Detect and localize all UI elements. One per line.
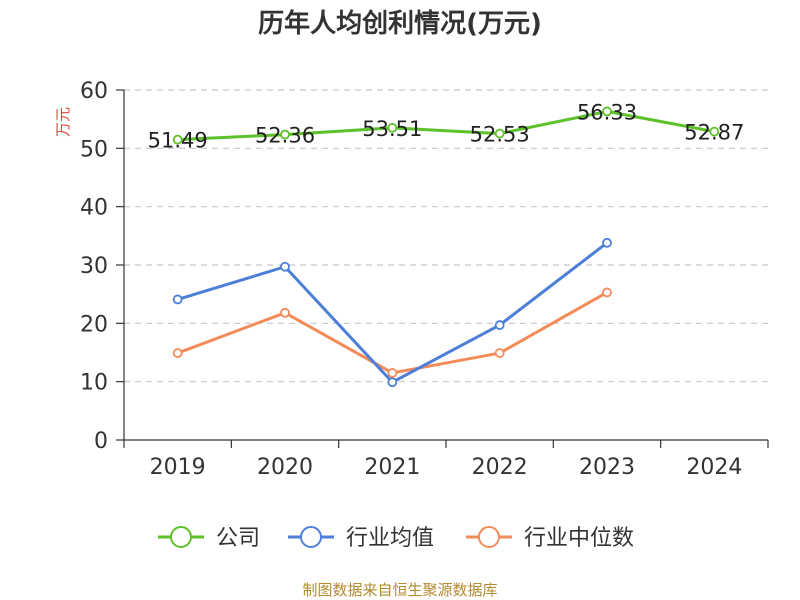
x-tick-label: 2022 bbox=[472, 455, 528, 480]
data-point bbox=[387, 122, 398, 133]
x-tick-label: 2020 bbox=[257, 455, 313, 480]
data-point bbox=[602, 237, 612, 248]
data-label: 51.49 bbox=[148, 129, 208, 153]
data-point bbox=[602, 287, 612, 298]
y-tick-label: 40 bbox=[80, 196, 108, 221]
y-tick-label: 0 bbox=[94, 429, 108, 454]
y-tick-label: 60 bbox=[80, 79, 108, 104]
data-label: 53.51 bbox=[362, 117, 422, 141]
grid-lines bbox=[124, 89, 768, 383]
series-line bbox=[177, 241, 608, 384]
legend-marker bbox=[170, 526, 192, 548]
legend-label: 公司 bbox=[216, 526, 260, 551]
data-label: 56.33 bbox=[577, 100, 637, 124]
source-note: 制图数据来自恒生聚源数据库 bbox=[302, 581, 497, 599]
legend-marker bbox=[300, 526, 322, 548]
data-label: 52.87 bbox=[684, 121, 744, 145]
legend: 公司 行业均值 行业中位数 bbox=[158, 526, 634, 551]
chart-title: 历年人均创利情况(万元) bbox=[258, 8, 542, 39]
data-point bbox=[172, 348, 183, 358]
data-point bbox=[387, 377, 398, 388]
data-point bbox=[172, 294, 183, 305]
data-point bbox=[280, 261, 290, 272]
data-labels: 51.49 52.36 53.51 52.53 56.33 52.87 bbox=[148, 100, 745, 152]
y-axis-label: 万元 bbox=[54, 107, 72, 137]
data-point bbox=[280, 307, 290, 318]
data-point bbox=[280, 129, 290, 140]
y-tick-label: 20 bbox=[80, 312, 108, 337]
legend-label: 行业均值 bbox=[346, 526, 434, 551]
x-tick-label: 2019 bbox=[150, 455, 206, 480]
x-tick-label: 2024 bbox=[686, 455, 742, 480]
data-label: 52.53 bbox=[470, 123, 530, 147]
data-point bbox=[709, 126, 720, 137]
series-group bbox=[172, 106, 720, 388]
series-line bbox=[177, 291, 608, 375]
data-point bbox=[494, 348, 505, 358]
data-label: 52.36 bbox=[255, 124, 315, 148]
data-point bbox=[602, 106, 612, 117]
data-point bbox=[494, 128, 505, 139]
legend-marker bbox=[478, 526, 500, 548]
series-line bbox=[177, 109, 715, 142]
legend-label: 行业中位数 bbox=[524, 526, 634, 551]
data-point bbox=[387, 368, 398, 378]
data-point bbox=[494, 320, 505, 330]
x-tick-label: 2021 bbox=[364, 455, 420, 480]
y-tick-label: 10 bbox=[80, 371, 108, 396]
y-tick-label: 30 bbox=[80, 254, 108, 279]
data-point bbox=[172, 134, 183, 145]
y-tick-label: 50 bbox=[80, 137, 108, 162]
axes: 0 10 20 30 40 50 60 2019 2020 2021 2022 2023 2024 bbox=[80, 79, 769, 480]
x-tick-label: 2023 bbox=[579, 455, 635, 480]
